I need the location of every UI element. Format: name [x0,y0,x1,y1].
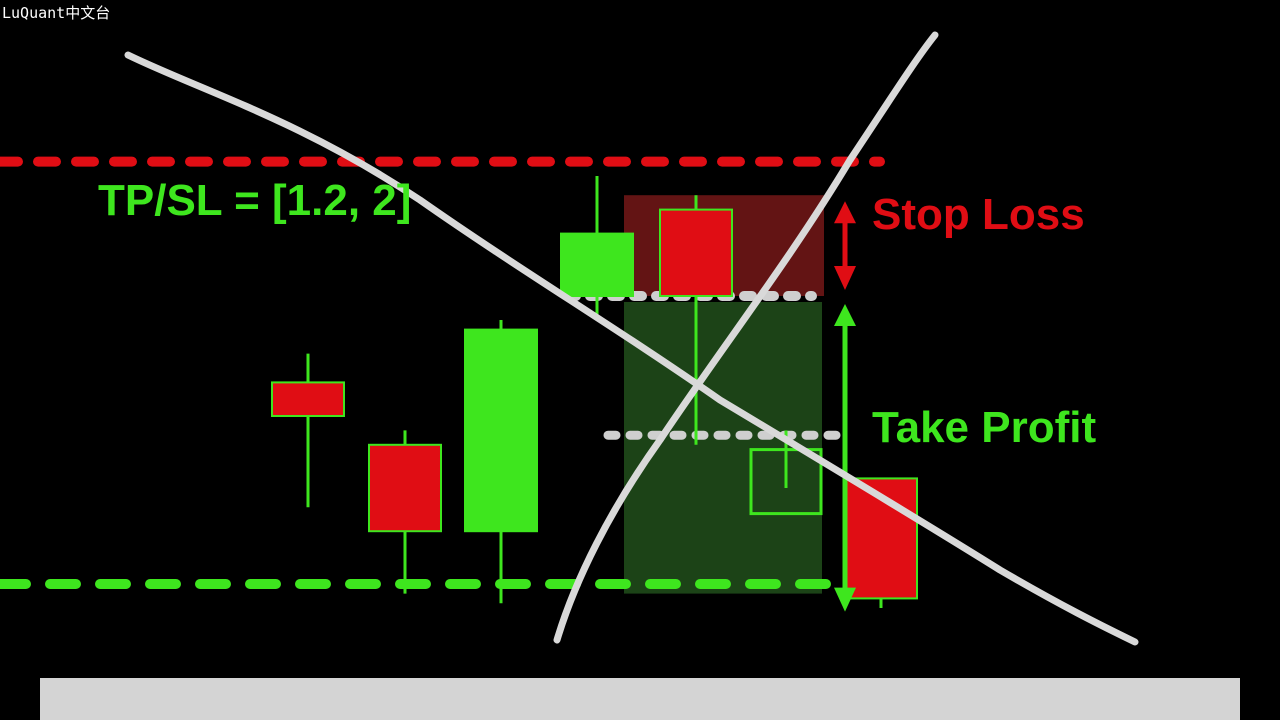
candle-body-2 [368,443,442,533]
take-profit-label: Take Profit [872,403,1097,452]
candle-body-6 [749,448,823,516]
watermark: LuQuant中文台 [2,4,111,22]
cross-out-stroke-1 [124,51,1139,646]
video-control-bar [40,678,1240,720]
stop-loss-arrow-head-down [834,266,856,290]
stop-loss-arrow-head-up [834,201,856,224]
stop-loss-label: Stop Loss [872,190,1085,239]
candle-body-4 [560,232,634,298]
take-profit-arrow-head-down [834,587,856,612]
candle-body-1 [271,381,345,417]
take-profit-arrow-head-up [834,304,856,326]
candle-body-3 [464,328,538,533]
cross-out-stroke-2 [553,31,939,644]
tp-sl-ratio-label: TP/SL = [1.2, 2] [98,176,412,225]
candle-body-5 [659,208,733,298]
